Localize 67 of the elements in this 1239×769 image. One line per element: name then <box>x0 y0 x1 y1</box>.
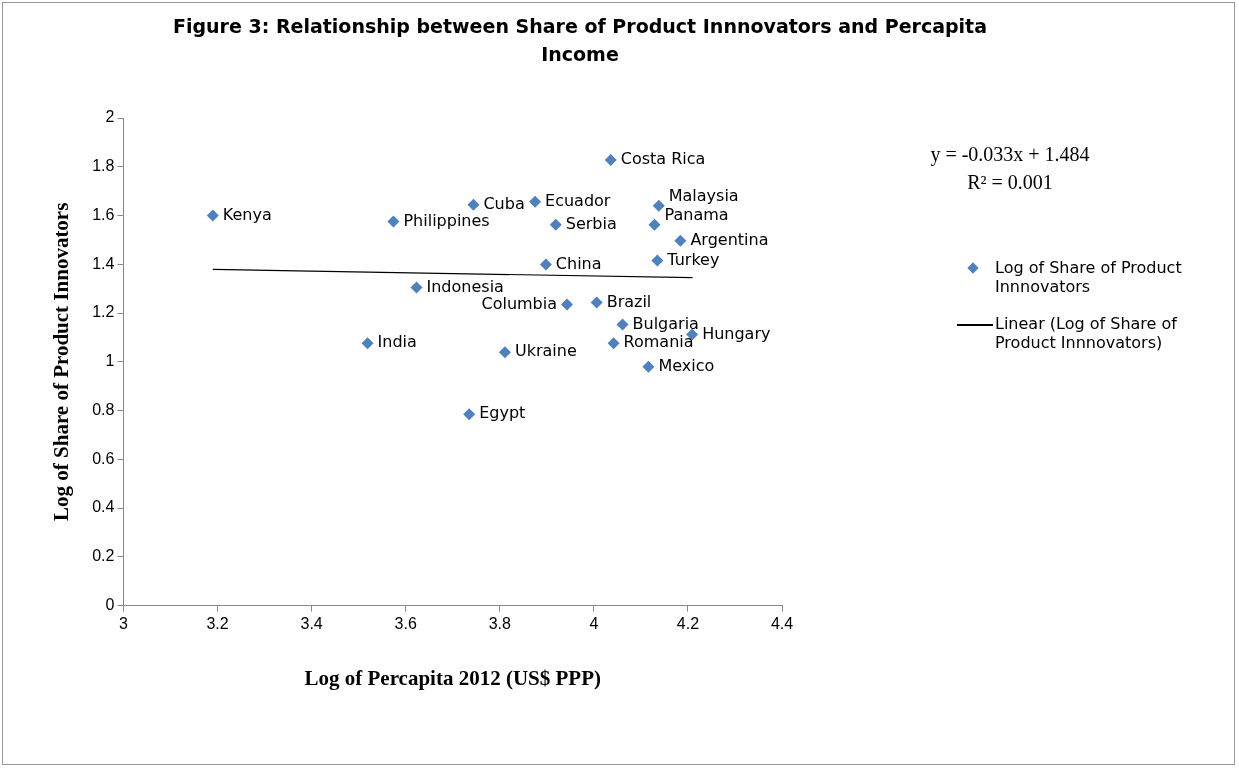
annotation: Egypt <box>479 403 526 423</box>
legend-label: Log of Share of Product Innnovators <box>995 258 1183 296</box>
point <box>652 199 665 212</box>
text: y = -0.033x + 1.484 <box>929 142 1091 168</box>
annotation: Cuba <box>483 193 525 213</box>
y-tick-label: 1 <box>105 352 115 370</box>
y-tick-label: 1.2 <box>92 303 115 321</box>
x-tick-label: 3.6 <box>394 614 417 632</box>
annotation: Mexico <box>658 355 715 375</box>
annotation: Malaysia <box>668 185 739 205</box>
annotation: China <box>555 253 602 273</box>
y-tick-label: 0.2 <box>92 547 115 565</box>
legend-label: Linear (Log of Share of Product Innnovators) <box>995 314 1179 352</box>
y-tick-label: 2 <box>105 108 115 126</box>
point <box>467 198 480 211</box>
annotation: Indonesia <box>426 276 504 296</box>
point <box>604 153 617 166</box>
y-tick-label: 1.6 <box>92 205 115 223</box>
annotation: Columbia <box>481 293 558 313</box>
annotation: Costa Rica <box>620 149 706 169</box>
point <box>651 254 664 267</box>
annotation: Romania <box>623 332 694 352</box>
point <box>387 215 400 228</box>
y-tick-label: 1.4 <box>92 254 115 272</box>
point <box>206 209 219 222</box>
y-tick-label: 0 <box>105 596 115 614</box>
x-tick-label: 3.4 <box>300 614 323 632</box>
point <box>539 258 552 271</box>
x-tick-label: 3.2 <box>206 614 229 632</box>
point <box>529 195 542 208</box>
point <box>616 318 629 331</box>
y-tick-label: 0.6 <box>92 449 115 467</box>
annotation: Philippines <box>403 210 490 230</box>
annotation: Turkey <box>666 249 720 269</box>
point <box>361 337 374 350</box>
x-tick-label: 4.4 <box>770 614 794 632</box>
point <box>648 218 661 231</box>
point <box>561 298 574 311</box>
text: R² = 0.001 <box>966 170 1054 195</box>
x-tick-label: 3 <box>118 614 128 632</box>
x-tick-label: 3.8 <box>488 614 511 632</box>
x-tick-label: 4.2 <box>676 614 700 632</box>
point <box>549 218 562 231</box>
annotation: Ecuador <box>545 191 611 211</box>
annotation: Hungary <box>702 323 771 343</box>
annotation: India <box>377 332 417 352</box>
x-axis-title: Log of Percapita 2012 (US$ PPP) <box>304 665 601 690</box>
y-tick-label: 0.8 <box>92 400 115 418</box>
annotation: Ukraine <box>514 341 577 361</box>
point <box>674 234 687 247</box>
annotation: Serbia <box>565 213 617 233</box>
point <box>498 346 511 359</box>
point <box>410 281 423 294</box>
point <box>590 296 603 309</box>
annotation: Panama <box>664 204 729 224</box>
y-axis-title: Log of Share of Product Innovators <box>49 202 74 521</box>
annotation: Bulgaria <box>632 313 699 333</box>
point <box>463 408 476 421</box>
x-tick-label: 4 <box>589 614 599 632</box>
point <box>642 360 655 373</box>
y-tick-label: 0.4 <box>92 498 115 516</box>
chart-title: Figure 3: Relationship between Share of Product Innnovators and Percapita Income <box>172 14 988 67</box>
point <box>607 337 620 350</box>
y-tick-label: 1.8 <box>92 157 115 175</box>
annotation: Argentina <box>690 229 769 249</box>
annotation: Brazil <box>606 291 652 311</box>
annotation: Kenya <box>222 204 272 224</box>
